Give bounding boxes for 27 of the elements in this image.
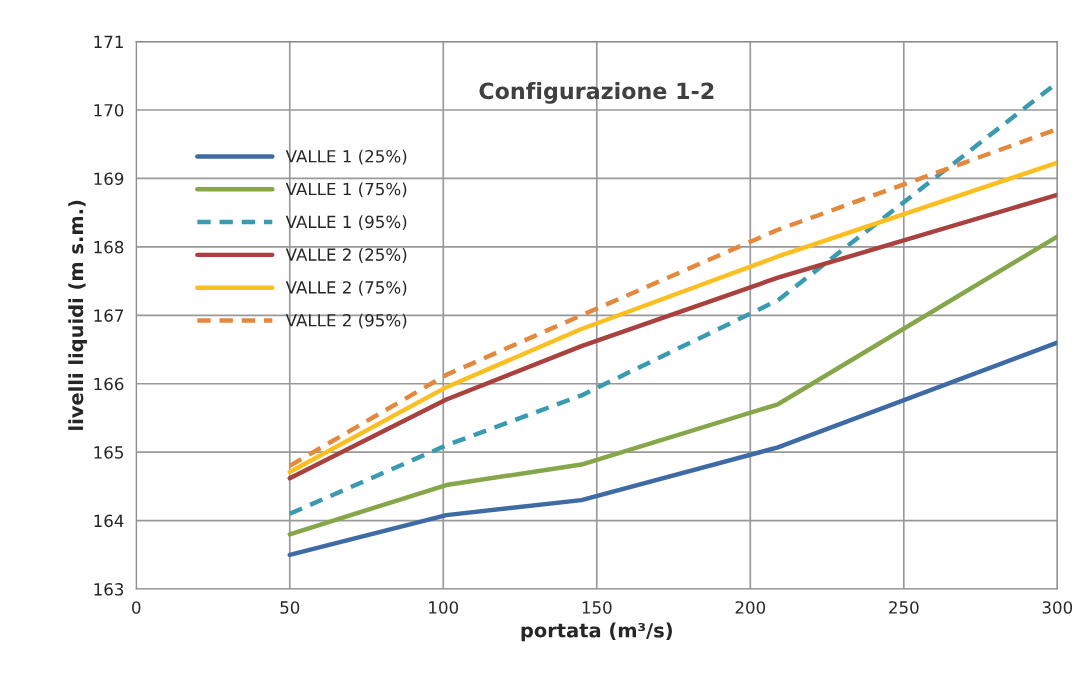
line-series (287, 234, 1058, 537)
x-axis-title: portata (m³/s) (521, 622, 672, 642)
line-series (287, 340, 1058, 558)
legend-label: VALLE 1 (25%) (285, 149, 407, 165)
y-tick-label: 164 (94, 514, 124, 528)
x-tick-label: 50 (280, 601, 300, 614)
x-tick-label: 250 (889, 601, 919, 614)
x-tick-label: 200 (735, 601, 766, 614)
legend-label: VALLE 2 (25%) (285, 248, 407, 263)
y-axis-title: livelli liquidi (m s.m.) (68, 200, 88, 430)
x-tick-label: 100 (429, 601, 459, 614)
legend-label: VALLE 1 (95%) (285, 215, 407, 231)
x-tick-label: 300 (1042, 601, 1073, 614)
y-tick-label: 163 (94, 583, 124, 596)
y-tick-label: 170 (94, 103, 124, 117)
x-tick-label: 150 (582, 601, 612, 614)
text: Configurazione 1-2 (479, 82, 714, 104)
legend-label: VALLE 2 (95%) (285, 313, 407, 329)
x-tick-label: 0 (132, 601, 141, 614)
y-tick-label: 165 (94, 446, 123, 459)
legend-label: VALLE 2 (75%) (285, 280, 407, 296)
legend-label: VALLE 1 (75%) (285, 182, 407, 198)
y-tick-label: 169 (94, 172, 124, 186)
y-tick-label: 171 (94, 35, 123, 48)
y-tick-label: 167 (94, 309, 124, 322)
y-tick-label: 166 (94, 377, 124, 391)
y-tick-label: 168 (94, 240, 124, 254)
